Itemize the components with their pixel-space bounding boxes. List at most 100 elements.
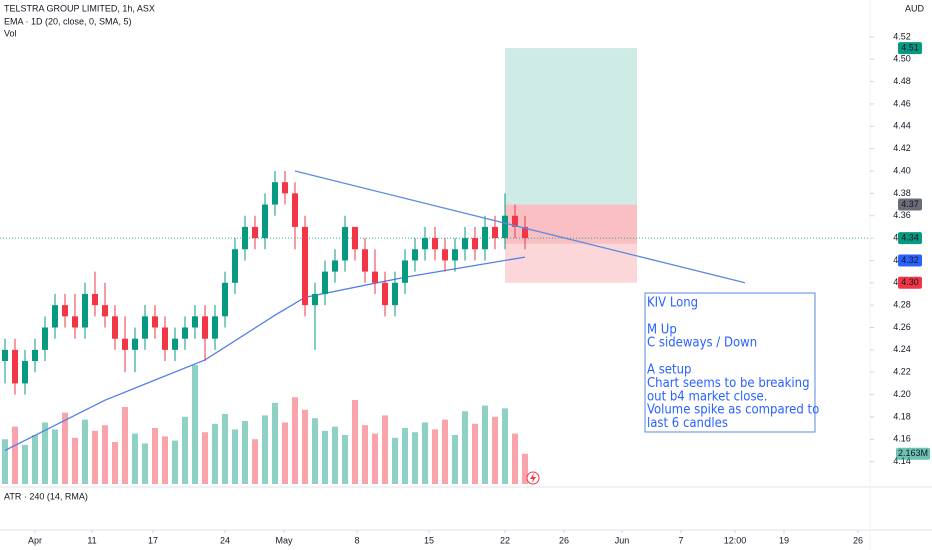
volume-bar [2,439,8,484]
volume-bar [482,405,488,484]
volume-bar [202,432,208,484]
candle-body [272,182,278,205]
x-tick-label: 26 [559,535,569,545]
y-tick-label: 4.16 [893,434,911,444]
x-tick-label: Apr [28,535,42,545]
y-tick-label: 4.14 [893,456,911,466]
candle-body [132,338,138,350]
x-tick-label: 11 [87,535,96,545]
note-text: KIV Long [647,296,698,311]
volume-bar [232,429,238,484]
candle-body [452,249,458,261]
volume-bar [212,423,218,484]
candle-body [162,327,168,350]
candle-body [62,305,68,317]
volume-bar [122,407,128,484]
candle-body [482,226,488,250]
y-tick-label: 4.38 [893,188,911,198]
candle-body [472,238,478,250]
volume-bar [172,440,178,484]
candle-body [12,349,18,384]
candle-body [282,182,288,194]
candle-body [232,249,238,283]
plot [0,48,870,484]
volume-bar [42,422,48,484]
target-zone [505,48,637,205]
volume-bar [252,439,258,484]
volume-bar [372,433,378,484]
price-tag-label: 4.37 [901,199,919,209]
volume-bar [32,435,38,484]
volume-bar [522,453,528,484]
y-tick-label: 4.50 [893,54,911,64]
x-tick-label: 8 [354,535,359,545]
volume-bar [362,425,368,484]
x-tick-label: 7 [678,535,683,545]
candle-body [302,226,308,306]
volume-bar [52,429,58,484]
volume-bar [222,414,228,484]
note-text: Volume spike as compared to [647,403,819,418]
candle-body [412,249,418,261]
price-tag-label: 4.32 [901,255,919,265]
y-tick-label: 4.18 [893,411,911,421]
candle-body [352,226,358,250]
candle-body [462,238,468,250]
candle-body [122,338,128,350]
candle-body [362,249,368,272]
volume-bar [132,433,138,484]
currency: AUD [905,3,925,13]
volume-bar [472,423,478,484]
price-tag [898,232,922,245]
note-text: last 6 candles [647,416,728,431]
candle-body [322,271,328,294]
x-tick-label: 19 [779,535,789,545]
candle-body [102,305,108,317]
candle-body [72,316,78,328]
indicator: Vol [4,28,17,38]
volume-bar [342,435,348,484]
candle-body [82,293,88,328]
volume-bar [512,433,518,484]
candle-body [92,293,98,306]
volume-bar [262,415,268,484]
y-tick-label: 4.48 [893,76,911,86]
candle-body [442,249,448,261]
volume-bar [282,422,288,484]
candle-body [312,293,318,306]
volume-bar [442,419,448,484]
candle-body [402,260,408,283]
candle-body [422,238,428,250]
x-tick-label: May [275,535,293,545]
candle-body [342,226,348,261]
volume-bar [412,432,418,484]
volume-bar [92,430,98,484]
volume-bar [82,419,88,484]
candle-body [172,338,178,350]
y-tick-label: 4.24 [893,344,911,354]
candle-body [222,282,228,317]
price-tag [898,276,922,289]
note-text: M Up [647,322,677,337]
note-text: A setup [647,363,691,378]
volume-bar [452,435,458,484]
note-text: Chart seems to be breaking [647,376,810,391]
volume-bar [422,422,428,484]
volume-bar [272,402,278,484]
trend-line [294,170,746,284]
candle-body [262,204,268,239]
candle-body [492,226,498,239]
price-tag-label: 4.30 [901,277,919,287]
candle-body [512,215,518,227]
candle-body [112,316,118,339]
candle-body [2,349,8,362]
price-tag-label: 4.34 [901,232,919,242]
candle-body [32,349,38,362]
volume-tag [896,447,930,460]
volume-bar [382,415,388,484]
volume-bar [492,416,498,484]
candle-body [252,226,258,239]
y-tick-label: 4.22 [893,367,911,377]
